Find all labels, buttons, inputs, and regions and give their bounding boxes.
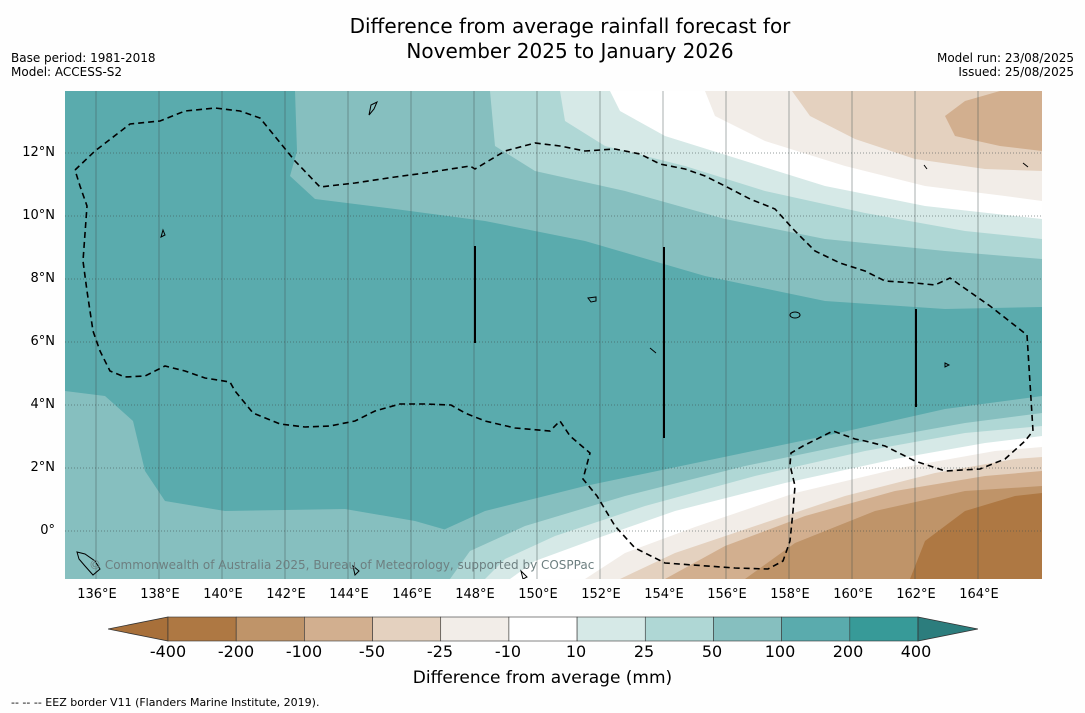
lon-label-150e: 150°E <box>518 587 558 602</box>
colorbar-tick-minus50: -50 <box>358 642 386 661</box>
lon-label-160e: 160°E <box>833 587 873 602</box>
colorbar-tick-200: 200 <box>832 642 864 661</box>
colorbar-tick-minus200: -200 <box>217 642 255 661</box>
map-canvas <box>65 91 1042 579</box>
colorbar-svg <box>107 616 979 642</box>
colorbar-cell <box>372 616 442 642</box>
eez-footnote: -- -- -- EEZ border V11 (Flanders Marine… <box>11 696 320 709</box>
lon-label-156e: 156°E <box>707 587 747 602</box>
zone-minus50-100-north <box>945 91 1042 151</box>
colorbar <box>107 616 979 648</box>
lon-label-154e: 154°E <box>644 587 684 602</box>
colorbar-cell <box>644 616 714 642</box>
colorbar-cell <box>713 616 782 642</box>
islands <box>76 100 1029 579</box>
colorbar-title: Difference from average (mm) <box>412 668 673 688</box>
lon-label-142e: 142°E <box>266 587 306 602</box>
lat-label-2n: 2°N <box>30 460 56 475</box>
lat-label-10n: 10°N <box>22 208 55 223</box>
lon-label-136e: 136°E <box>77 587 117 602</box>
title-line-2: November 2025 to January 2026 <box>406 39 734 63</box>
colorbar-tick-minus400: -400 <box>149 642 187 661</box>
colorbar-tick-100: 100 <box>764 642 796 661</box>
meta-right: Model run: 23/08/2025 Issued: 25/08/2025 <box>937 51 1074 79</box>
base-period-text: Base period: 1981-2018 <box>11 51 156 65</box>
zone-50-100-southwest <box>65 391 585 579</box>
zone-minus200-400-south <box>910 493 1042 579</box>
latitude-gridlines <box>65 152 1042 532</box>
colorbar-low-arrow <box>107 616 169 642</box>
colorbar-high-arrow <box>917 616 979 642</box>
lon-label-146e: 146°E <box>392 587 432 602</box>
colorbar-tick-400: 400 <box>900 642 932 661</box>
lon-label-162e: 162°E <box>896 587 936 602</box>
colorbar-cell <box>849 616 919 642</box>
colorbar-cell <box>440 616 510 642</box>
map-title: Difference from average rainfall forecas… <box>270 14 870 64</box>
lon-label-148e: 148°E <box>455 587 495 602</box>
issued-text: Issued: 25/08/2025 <box>958 65 1074 79</box>
lat-label-6n: 6°N <box>30 334 56 349</box>
colorbar-tick-minus100: -100 <box>285 642 323 661</box>
model-text: Model: ACCESS-S2 <box>11 65 123 79</box>
lat-label-8n: 8°N <box>30 271 56 286</box>
colorbar-cells <box>167 616 919 642</box>
title-line-1: Difference from average rainfall forecas… <box>349 14 791 38</box>
colorbar-tick-25: 25 <box>633 642 655 661</box>
colorbar-cell <box>576 616 646 642</box>
colorbar-cell <box>235 616 305 642</box>
lat-label-12n: 12°N <box>22 145 55 160</box>
lon-label-144e: 144°E <box>329 587 369 602</box>
colorbar-cell <box>304 616 373 642</box>
colorbar-tick-minus10: -10 <box>494 642 522 661</box>
copyright-text: © Commonwealth of Australia 2025, Bureau… <box>89 558 595 572</box>
colorbar-tick-50: 50 <box>701 642 723 661</box>
colorbar-cell <box>781 616 851 642</box>
zone-50-100-corner <box>65 496 155 579</box>
meta-left: Base period: 1981-2018 Model: ACCESS-S2 <box>11 51 156 79</box>
colorbar-tick-minus25: -25 <box>426 642 454 661</box>
lat-label-4n: 4°N <box>30 397 56 412</box>
lon-label-164e: 164°E <box>959 587 999 602</box>
colorbar-cell <box>167 616 237 642</box>
colorbar-tick-10: 10 <box>565 642 587 661</box>
lon-label-140e: 140°E <box>203 587 243 602</box>
lon-label-152e: 152°E <box>581 587 621 602</box>
eez-line-segments <box>474 246 917 438</box>
lat-label-0: 0° <box>40 523 55 538</box>
lon-label-158e: 158°E <box>770 587 810 602</box>
lon-label-138e: 138°E <box>140 587 180 602</box>
rainfall-map[interactable] <box>65 91 1042 579</box>
longitude-gridlines <box>95 91 979 579</box>
colorbar-cell <box>508 616 578 642</box>
model-run-text: Model run: 23/08/2025 <box>936 51 1074 65</box>
